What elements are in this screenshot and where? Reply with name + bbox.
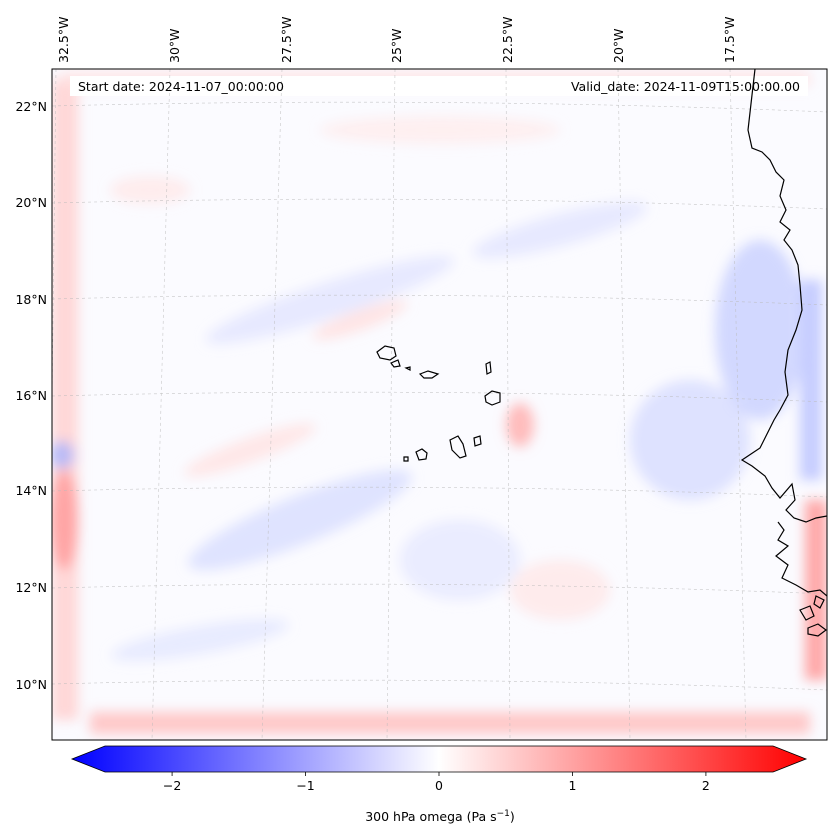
colorbar-tick-label: 1	[568, 778, 576, 793]
lat-label: 14°N	[15, 483, 47, 498]
africa-coastline-south	[775, 521, 827, 637]
gridlines	[52, 69, 827, 740]
colorbar-tick-label: 2	[702, 778, 710, 793]
colorbar-label-main: 300 hPa omega (Pa s	[365, 809, 496, 824]
colorbar-tick-label: −1	[296, 778, 314, 793]
omega-red-patch	[312, 300, 408, 340]
colorbar-label: 300 hPa omega (Pa s−1)	[365, 809, 515, 824]
omega-blue-patch	[206, 256, 454, 344]
colorbar-tick-label: −2	[163, 778, 181, 793]
lat-label: 10°N	[15, 677, 47, 692]
parallel	[52, 486, 827, 498]
parallel	[52, 101, 827, 113]
island-boa-vista	[484, 390, 501, 406]
island-sao-nicolau	[418, 370, 440, 379]
lon-label: 32.5°W	[56, 17, 71, 63]
header-banner	[70, 76, 808, 96]
island-sal	[485, 361, 492, 375]
cape-verde-islands	[376, 345, 501, 462]
start-date-label: Start date: 2024-11-07_00:00:00	[78, 79, 284, 94]
omega-red-patch	[510, 560, 610, 620]
meridian	[261, 69, 283, 740]
lat-label: 12°N	[15, 580, 47, 595]
parallel	[52, 391, 827, 403]
colorbar-label-exponent: −1	[497, 809, 510, 819]
lon-label: 20°W	[611, 28, 626, 63]
meridian	[386, 69, 396, 740]
lon-label: 25°W	[389, 28, 404, 63]
longitude-labels: 32.5°W 30°W 27.5°W 25°W 22.5°W 20°W 17.5…	[56, 17, 737, 63]
lat-label: 22°N	[15, 99, 47, 114]
island-brava	[403, 456, 409, 462]
valid-date-label: Valid_date: 2024-11-09T15:00:00.00	[571, 79, 800, 94]
colorbar-label-end: )	[510, 809, 515, 824]
map-panel: Start date: 2024-11-07_00:00:00 Valid_da…	[51, 68, 828, 741]
omega-west-edge-band	[52, 80, 78, 720]
parallel	[52, 198, 827, 210]
colorbar-bar	[70, 745, 808, 773]
meridian	[729, 69, 747, 740]
omega-west-edge-blue	[52, 441, 74, 469]
colorbar-ticks: −2 −1 0 1 2	[163, 772, 710, 793]
omega-red-patch	[320, 116, 560, 144]
lon-label: 17.5°W	[722, 17, 737, 63]
lon-label: 22.5°W	[500, 17, 515, 63]
parallel	[52, 294, 827, 306]
colorbar-tick-label: 0	[435, 778, 443, 793]
island-santa-luzia	[404, 366, 411, 371]
omega-red-patch	[110, 176, 190, 204]
omega-red-patch	[506, 403, 534, 447]
meridian	[505, 69, 511, 740]
omega-blue-patch	[630, 380, 750, 500]
omega-east-edge-blue	[800, 280, 822, 480]
africa-coastline	[740, 69, 827, 523]
parallel	[52, 583, 827, 595]
lat-label: 20°N	[15, 195, 47, 210]
lon-label: 27.5°W	[279, 17, 294, 63]
omega-blue-patch	[188, 469, 412, 571]
omega-blue-patch	[715, 240, 805, 420]
lat-label: 18°N	[15, 292, 47, 307]
meridian	[617, 69, 631, 740]
lat-label: 16°N	[15, 388, 47, 403]
island-santo-antao	[376, 345, 397, 361]
omega-blue-patch	[472, 202, 648, 258]
colorbar: −2 −1 0 1 2 300 hPa omega (Pa s−1)	[70, 745, 808, 824]
island-santiago	[449, 435, 467, 459]
omega-south-edge-band	[90, 712, 810, 734]
omega-west-edge-core	[52, 470, 78, 570]
omega-blue-patch	[111, 619, 289, 661]
omega-red-patch	[184, 423, 316, 477]
island-sao-vicente	[390, 359, 401, 368]
island-fogo	[415, 448, 428, 461]
lon-label: 30°W	[167, 28, 182, 63]
island-maio	[473, 435, 482, 447]
meridian	[151, 69, 171, 740]
parallel	[52, 679, 827, 691]
omega-field	[52, 69, 827, 740]
omega-east-edge-red	[805, 500, 827, 680]
map-frame	[51, 68, 828, 741]
latitude-labels: 22°N 20°N 18°N 16°N 14°N 12°N 10°N	[15, 99, 47, 692]
omega-blue-patch	[400, 520, 520, 600]
